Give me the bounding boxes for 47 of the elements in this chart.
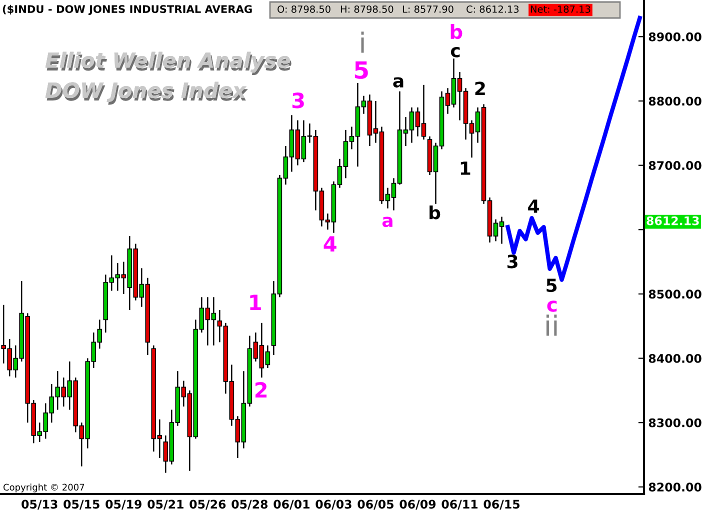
annotation: 5 — [354, 61, 368, 79]
annotation: a — [382, 216, 392, 228]
annotation: Elliot Wellen Analyse — [45, 52, 292, 75]
annotation: c — [450, 46, 460, 58]
x-tick-label: 05/13 — [22, 500, 58, 510]
annotation: 1 — [250, 294, 261, 310]
text: 8612.13 — [646, 216, 699, 226]
annotation: 4 — [324, 236, 336, 252]
x-tick-label: 05/28 — [232, 500, 268, 510]
annotation: 5 — [546, 278, 557, 292]
chart-title: ($INDU - DOW JONES INDUSTRIAL AVERAG — [2, 4, 252, 16]
annotation: b — [450, 24, 462, 40]
y-tick-label: 8900.00 — [648, 32, 702, 42]
annotation: L: 8577.90 — [402, 5, 454, 13]
annotation: i — [361, 32, 364, 53]
x-tick-label: 05/19 — [106, 500, 142, 510]
annotation: 2 — [255, 382, 267, 398]
x-tick-label: 06/05 — [358, 500, 394, 510]
x-tick-label: 06/03 — [316, 500, 352, 510]
y-tick-label: 8200.00 — [648, 482, 702, 492]
x-tick-label: 05/26 — [190, 500, 226, 510]
annotation: DOW Jones Index — [45, 82, 248, 105]
annotation: H: 8798.50 — [340, 5, 394, 13]
y-tick-label: 8500.00 — [648, 290, 702, 299]
annotation: Net: -187.13 — [530, 5, 590, 13]
annotation: C: 8612.13 — [466, 5, 519, 13]
y-tick-label: 8300.00 — [648, 418, 702, 428]
annotation: 2 — [475, 82, 485, 96]
y-tick-label: 8400.00 — [648, 354, 702, 363]
annotation: O: 8798.50 — [278, 5, 330, 13]
annotation: 1 — [460, 162, 470, 175]
annotation: ii — [546, 314, 557, 336]
x-tick-label: 06/15 — [484, 500, 520, 510]
annotation: b — [430, 205, 440, 220]
annotation: 3 — [292, 92, 304, 108]
annotation: c — [547, 300, 557, 312]
annotation: Copyright © 2007 — [4, 484, 84, 492]
annotation: 3 — [507, 254, 518, 268]
y-tick-label: 8700.00 — [648, 161, 702, 170]
annotation: 4 — [528, 200, 540, 213]
x-tick-label: 06/11 — [442, 500, 478, 510]
x-tick-label: 06/09 — [400, 500, 436, 510]
y-tick-label: 8800.00 — [648, 96, 702, 106]
x-tick-label: 05/15 — [64, 500, 100, 510]
annotation: a — [393, 77, 404, 88]
x-tick-label: 05/21 — [148, 500, 184, 510]
x-tick-label: 06/01 — [274, 500, 310, 510]
